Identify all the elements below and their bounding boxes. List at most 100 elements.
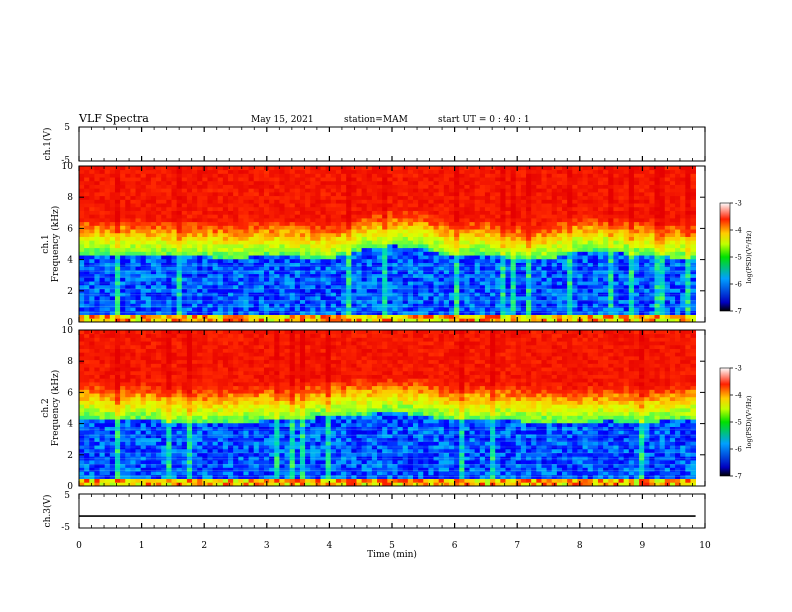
spectrogram-cell xyxy=(510,221,517,226)
spectrogram-cell xyxy=(587,292,594,297)
spectrogram-cell xyxy=(608,292,614,297)
spectrogram-cell xyxy=(166,203,172,208)
spectrogram-cell xyxy=(320,218,327,223)
spectrogram-cell xyxy=(500,225,506,230)
spectrogram-cell xyxy=(597,199,604,204)
spectrogram-cell xyxy=(135,310,142,315)
spectrogram-cell xyxy=(500,303,506,308)
spectrogram-cell xyxy=(294,203,301,208)
spectrogram-cell xyxy=(603,270,609,275)
spectrogram-cell xyxy=(454,270,460,275)
spectrogram-cell xyxy=(320,303,327,308)
spectrogram-cell xyxy=(407,273,414,278)
spectrogram-cell xyxy=(356,166,363,171)
spectrogram-cell xyxy=(181,307,188,312)
spectrogram-cell xyxy=(618,262,625,267)
spectrogram-cell xyxy=(284,314,291,319)
spectrogram-cell xyxy=(474,266,481,271)
spectrogram-cell xyxy=(269,229,275,234)
spectrogram-cell xyxy=(130,299,136,304)
spectrogram-cell xyxy=(84,296,90,301)
spectrogram-cell xyxy=(207,251,213,256)
spectrogram-cell xyxy=(263,292,270,297)
spectrogram-cell xyxy=(120,310,126,315)
spectrogram-cell xyxy=(315,166,321,171)
spectrogram-cell xyxy=(130,240,136,245)
spectrogram-cell xyxy=(104,318,111,323)
spectrogram-cell xyxy=(186,288,193,293)
spectrogram-cell xyxy=(582,244,589,249)
spectrogram-cell xyxy=(407,318,414,323)
spectrogram-cell xyxy=(366,206,373,211)
spectrogram-cell xyxy=(541,284,547,289)
spectrogram-cell xyxy=(207,262,213,267)
spectrogram-cell xyxy=(366,303,373,308)
spectrogram-cell xyxy=(628,206,635,211)
spectrogram-cell xyxy=(495,225,501,230)
spectrogram-cell xyxy=(572,236,578,241)
spectrogram-cell xyxy=(448,303,455,308)
spectrogram-cell xyxy=(325,244,332,249)
spectrogram-cell xyxy=(644,214,650,219)
spectrogram-cell xyxy=(181,273,188,278)
spectrogram-cell xyxy=(397,273,404,278)
spectrogram-cell xyxy=(99,258,106,263)
spectrogram-cell xyxy=(84,169,90,174)
spectrogram-cell xyxy=(145,192,152,197)
spectrogram-cell xyxy=(320,318,327,323)
spectrogram-cell xyxy=(361,173,368,178)
spectrogram-cell xyxy=(397,195,404,200)
spectrogram-cell xyxy=(382,180,388,185)
spectrogram-cell xyxy=(659,266,666,271)
spectrogram-cell xyxy=(181,288,188,293)
spectrogram-cell xyxy=(150,180,157,185)
spectrogram-cell xyxy=(284,177,291,182)
spectrogram-cell xyxy=(207,266,213,271)
spectrogram-cell xyxy=(335,318,342,323)
spectrogram-cell xyxy=(613,273,619,278)
spectrogram-cell xyxy=(407,262,414,267)
spectrogram-cell xyxy=(562,258,568,263)
spectrogram-cell xyxy=(274,203,280,208)
spectrogram-cell xyxy=(623,296,630,301)
spectrogram-cell xyxy=(202,255,208,260)
spectrogram-cell xyxy=(628,184,635,189)
spectrogram-cell xyxy=(289,203,296,208)
spectrogram-cell xyxy=(582,273,589,278)
spectrogram-cell xyxy=(567,184,573,189)
spectrogram-cell xyxy=(623,270,630,275)
spectrogram-cell xyxy=(294,318,301,323)
spectrogram-cell xyxy=(140,199,147,204)
spectrogram-cell xyxy=(541,240,547,245)
spectrogram-cell xyxy=(562,281,568,286)
spectrogram-cell xyxy=(130,221,136,226)
spectrogram-cell xyxy=(562,270,568,275)
spectrogram-cell xyxy=(397,188,404,193)
spectrogram-cell xyxy=(371,173,378,178)
spectrogram-cell xyxy=(675,173,681,178)
spectrogram-cell xyxy=(675,229,681,234)
spectrogram-cell xyxy=(99,240,106,245)
spectrogram-cell xyxy=(212,214,219,219)
spectrogram-cell xyxy=(418,281,424,286)
spectrogram-cell xyxy=(192,258,198,263)
spectrogram-cell xyxy=(515,284,522,289)
spectrogram-cell xyxy=(592,240,599,245)
spectrogram-cell xyxy=(320,188,327,193)
spectrogram-cell xyxy=(377,296,383,301)
spectrogram-cell xyxy=(320,195,327,200)
spectrogram-cell xyxy=(608,210,614,215)
spectrogram-cell xyxy=(500,255,506,260)
spectrogram-cell xyxy=(572,303,578,308)
spectrogram-cell xyxy=(495,229,501,234)
spectrogram-cell xyxy=(274,184,280,189)
spectrogram-cell xyxy=(505,169,512,174)
spectrogram-cell xyxy=(263,270,270,275)
spectrogram-cell xyxy=(577,195,583,200)
spectrogram-cell xyxy=(310,266,316,271)
spectrogram-cell xyxy=(382,210,388,215)
spectrogram-cell xyxy=(531,195,537,200)
spectrogram-cell xyxy=(469,206,476,211)
spectrogram-cell xyxy=(351,169,357,174)
spectrogram-cell xyxy=(603,310,609,315)
